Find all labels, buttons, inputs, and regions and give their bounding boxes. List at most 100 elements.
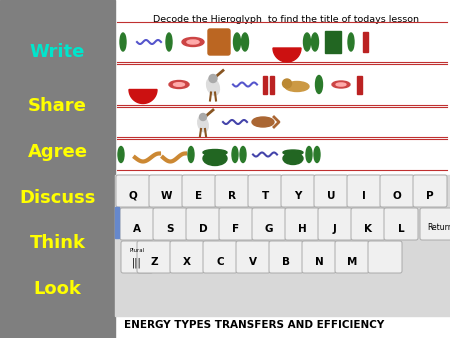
Ellipse shape (203, 151, 227, 166)
Text: P: P (426, 191, 434, 201)
Ellipse shape (198, 116, 208, 132)
Ellipse shape (283, 79, 292, 88)
Text: Share: Share (28, 97, 87, 116)
FancyBboxPatch shape (219, 208, 253, 240)
FancyBboxPatch shape (351, 208, 385, 240)
Ellipse shape (120, 33, 126, 51)
Text: C: C (216, 257, 224, 267)
Text: |||: ||| (132, 258, 142, 268)
FancyBboxPatch shape (384, 208, 418, 240)
FancyBboxPatch shape (121, 241, 153, 273)
Text: T: T (261, 191, 269, 201)
Ellipse shape (311, 33, 319, 51)
Text: Write: Write (30, 43, 85, 62)
Bar (270, 75, 274, 94)
FancyBboxPatch shape (252, 208, 286, 240)
Text: Discuss: Discuss (19, 189, 96, 207)
FancyBboxPatch shape (420, 208, 450, 240)
Text: U: U (327, 191, 335, 201)
FancyBboxPatch shape (153, 208, 187, 240)
Ellipse shape (306, 146, 312, 163)
Text: Y: Y (294, 191, 302, 201)
Bar (0, 0, 115, 338)
Ellipse shape (207, 78, 220, 95)
FancyBboxPatch shape (413, 175, 447, 207)
Bar (115, 207, 119, 238)
Bar (325, 31, 341, 53)
FancyBboxPatch shape (236, 241, 270, 273)
Text: G: G (265, 224, 273, 234)
FancyBboxPatch shape (182, 175, 216, 207)
Text: H: H (297, 224, 306, 234)
Ellipse shape (118, 146, 124, 163)
Bar (356, 75, 361, 94)
Text: L: L (398, 224, 404, 234)
FancyBboxPatch shape (186, 208, 220, 240)
Bar (115, 0, 450, 338)
FancyBboxPatch shape (347, 175, 381, 207)
Text: M: M (347, 257, 357, 267)
Text: O: O (392, 191, 401, 201)
FancyBboxPatch shape (149, 175, 183, 207)
Ellipse shape (348, 33, 354, 51)
Text: Look: Look (34, 280, 81, 298)
FancyBboxPatch shape (269, 241, 303, 273)
Ellipse shape (283, 152, 303, 165)
Text: K: K (364, 224, 372, 234)
Bar (115, 175, 450, 316)
FancyBboxPatch shape (285, 208, 319, 240)
Text: J: J (333, 224, 337, 234)
Polygon shape (129, 90, 157, 103)
Ellipse shape (303, 33, 310, 51)
FancyBboxPatch shape (248, 175, 282, 207)
Ellipse shape (166, 33, 172, 51)
FancyBboxPatch shape (203, 241, 237, 273)
Text: Decode the Hieroglyph  to find the title of todays lesson: Decode the Hieroglyph to find the title … (153, 15, 419, 24)
Ellipse shape (203, 149, 227, 155)
Ellipse shape (209, 74, 217, 82)
Text: Z: Z (150, 257, 158, 267)
Ellipse shape (174, 83, 184, 86)
FancyBboxPatch shape (380, 175, 414, 207)
FancyBboxPatch shape (208, 29, 230, 55)
Ellipse shape (188, 146, 194, 163)
FancyBboxPatch shape (170, 241, 204, 273)
Text: N: N (315, 257, 324, 267)
Text: R: R (228, 191, 236, 201)
Text: D: D (199, 224, 207, 234)
FancyBboxPatch shape (116, 175, 150, 207)
Text: F: F (233, 224, 239, 234)
Text: Agree: Agree (27, 143, 87, 161)
Ellipse shape (182, 38, 204, 47)
Text: Return: Return (427, 222, 450, 232)
FancyBboxPatch shape (302, 241, 336, 273)
Ellipse shape (187, 40, 199, 44)
Ellipse shape (169, 80, 189, 89)
Text: ENERGY TYPES TRANSFERS AND EFFICIENCY: ENERGY TYPES TRANSFERS AND EFFICIENCY (124, 320, 384, 330)
Text: W: W (160, 191, 172, 201)
Polygon shape (273, 48, 301, 62)
Ellipse shape (336, 83, 346, 86)
Text: Q: Q (129, 191, 137, 201)
Text: V: V (249, 257, 257, 267)
FancyBboxPatch shape (137, 241, 171, 273)
FancyBboxPatch shape (318, 208, 352, 240)
Ellipse shape (234, 33, 240, 51)
Text: X: X (183, 257, 191, 267)
Text: S: S (166, 224, 174, 234)
Ellipse shape (315, 75, 323, 94)
Ellipse shape (332, 81, 350, 88)
Ellipse shape (240, 146, 246, 163)
FancyBboxPatch shape (368, 241, 402, 273)
FancyBboxPatch shape (120, 208, 154, 240)
Bar (363, 32, 368, 52)
Ellipse shape (199, 114, 207, 121)
FancyBboxPatch shape (215, 175, 249, 207)
Ellipse shape (252, 117, 274, 127)
Bar (263, 75, 267, 94)
Bar (115, 175, 450, 316)
Ellipse shape (242, 33, 248, 51)
Text: Plural: Plural (130, 247, 144, 252)
Ellipse shape (314, 146, 320, 163)
Text: A: A (133, 224, 141, 234)
